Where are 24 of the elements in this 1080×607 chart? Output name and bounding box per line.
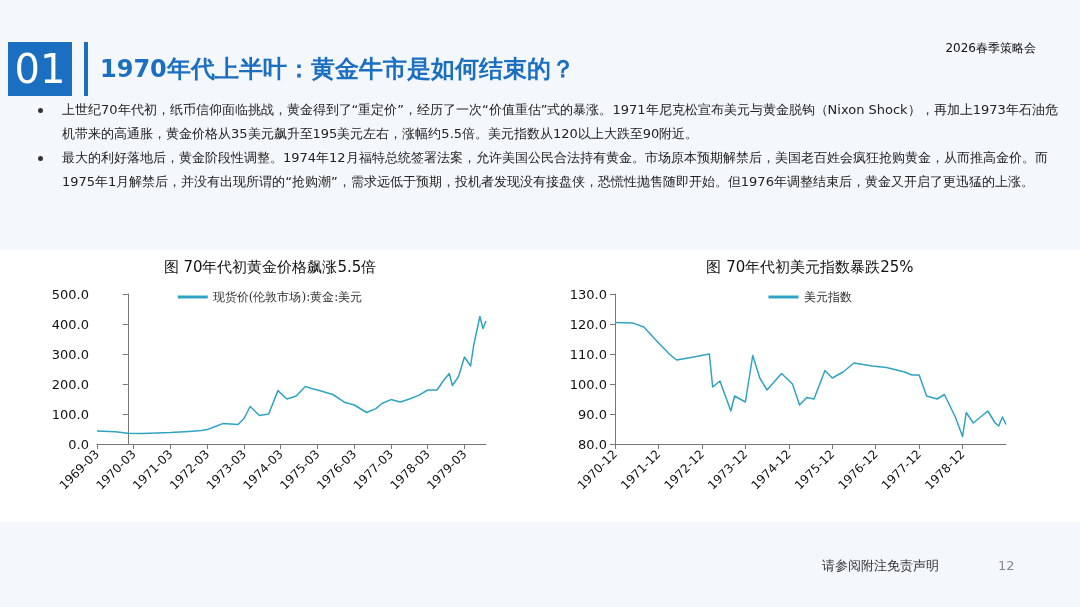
y-tick-label: 80.0 bbox=[578, 436, 607, 452]
y-tick-label: 90.0 bbox=[578, 406, 607, 422]
y-tick-label: 0.0 bbox=[68, 436, 89, 452]
legend-label: 现货价(伦敦市场):黄金:美元 bbox=[212, 290, 363, 304]
text: 最大的利好落地后，黄金阶段性调整。1974年12月福特总统签署法案，允许美国公民合法持有黄金。市场原本预期解禁后，美国老百姓会疯狂抢购黄金，从而推高金价。而1975年1月解禁后，并没有出现所谓的“抢购潮”，需求远低于预期，投机者发现没有接盘侠，恐慌性抛售随即开始。但1976年调整结束后，黄金又开启了更迅猛的上涨。 bbox=[62, 149, 1049, 191]
chart-title: 图 70年代初黄金价格飙涨5.5倍 bbox=[163, 257, 377, 276]
y-tick-label: 120.0 bbox=[569, 316, 607, 332]
line-series bbox=[96, 315, 487, 435]
y-tick-label: 300.0 bbox=[51, 346, 89, 362]
y-tick-label: 100.0 bbox=[51, 406, 89, 422]
y-tick-label: 500.0 bbox=[51, 286, 89, 302]
text: 12 bbox=[998, 558, 1015, 573]
y-tick-label: 400.0 bbox=[51, 316, 89, 332]
y-tick-label: 100.0 bbox=[569, 376, 607, 392]
y-tick-label: 110.0 bbox=[569, 346, 607, 362]
text: 1970年代上半叶：黄金牛市是如何结束的？ bbox=[100, 54, 575, 85]
legend-label: 美元指数 bbox=[803, 290, 852, 304]
y-tick-label: 130.0 bbox=[569, 286, 607, 302]
text: 请参阅附注免责声明 bbox=[822, 557, 939, 575]
line-series bbox=[614, 321, 1007, 438]
text: 2026春季策略会 bbox=[945, 40, 1036, 57]
y-tick-label: 200.0 bbox=[51, 376, 89, 392]
text: 上世纪70年代初，纸币信仰面临挑战，黄金得到了“重定价”，经历了一次“价值重估”式的暴涨。1971年尼克松宣布美元与黄金脱钩（Nixon Shock），再加上1973年石油危机带来的高通胀，黄金价格从35美元飙升至195美元左右，涨幅约5.5倍。美元指数从120以上大跌至90附近。 bbox=[62, 101, 1059, 143]
chart-title: 图 70年代初美元指数暴跌25% bbox=[706, 257, 914, 276]
